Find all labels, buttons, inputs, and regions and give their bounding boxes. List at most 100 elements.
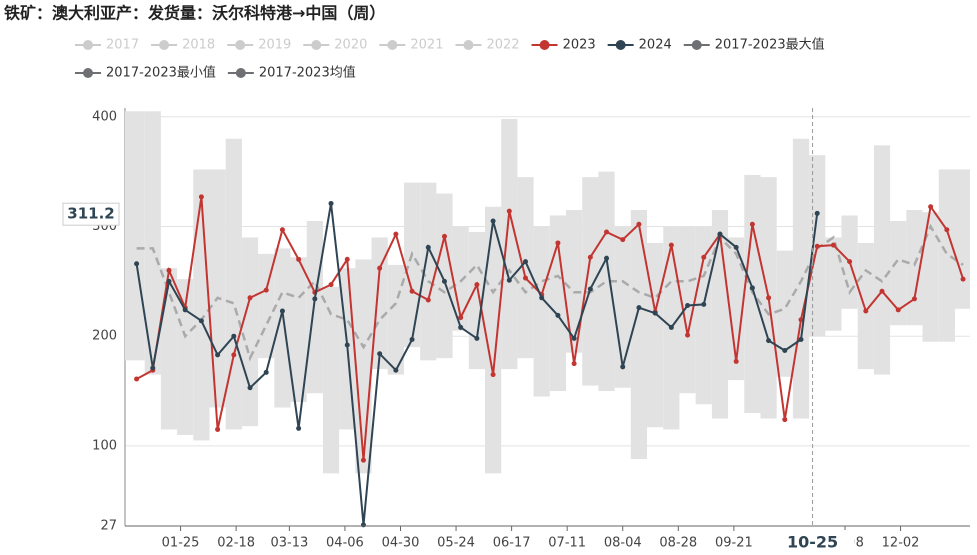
legend-item[interactable]: 2017-2023最小值: [75, 65, 216, 81]
data-point: [944, 227, 950, 233]
range-band: [517, 177, 534, 359]
x-tick-label: 07-11: [548, 536, 586, 551]
legend-item[interactable]: 2018: [151, 38, 215, 53]
data-point: [830, 242, 836, 248]
data-point: [134, 376, 140, 382]
range-band: [890, 221, 907, 326]
legend-item[interactable]: 2024: [607, 38, 672, 53]
legend-item[interactable]: 2020: [303, 38, 367, 53]
data-point: [587, 286, 593, 292]
data-point: [279, 227, 285, 233]
data-point: [377, 265, 383, 271]
mean-line: [136, 223, 964, 362]
range-band: [857, 242, 874, 370]
legend-item[interactable]: 2021: [379, 38, 443, 53]
x-tick-label: 09-21: [715, 536, 753, 551]
legend-item[interactable]: 2022: [455, 38, 520, 53]
data-point: [571, 361, 577, 367]
range-band: [420, 182, 437, 361]
range-band: [355, 259, 372, 474]
x-tick-label: 04-06: [326, 536, 364, 551]
data-point: [458, 324, 464, 330]
data-point: [604, 255, 610, 261]
data-point: [701, 254, 707, 260]
legend-icon: [387, 40, 398, 50]
legend-item[interactable]: 2017: [75, 38, 139, 53]
data-point: [296, 425, 302, 431]
data-point: [393, 231, 399, 237]
legend-label: 2021: [410, 38, 443, 53]
legend-item[interactable]: 2019: [227, 38, 291, 53]
data-point: [344, 256, 350, 262]
data-point: [377, 351, 383, 357]
range-band: [566, 210, 583, 353]
data-point: [344, 342, 350, 348]
data-point: [296, 256, 302, 262]
range-band: [679, 226, 696, 394]
range-band: [403, 182, 421, 348]
range-band: [274, 248, 291, 408]
x-tick-label: 03-13: [270, 536, 308, 551]
data-point: [474, 335, 480, 341]
range-band: [582, 177, 599, 386]
y-tick-label: 200: [92, 329, 117, 344]
legend-label: 2020: [334, 38, 367, 53]
data-point: [798, 336, 804, 342]
x-tick-label: 05-24: [437, 536, 475, 551]
data-point: [814, 210, 820, 216]
legend-item[interactable]: 2017-2023最大值: [683, 37, 825, 53]
data-point: [555, 240, 561, 246]
range-band: [306, 221, 323, 394]
legend-item[interactable]: 2023: [531, 38, 596, 53]
data-point: [247, 385, 253, 391]
chart-title: 铁矿：澳大利亚产：发货量：沃尔科特港→中国（周）: [4, 4, 385, 23]
pointer-x-box: [770, 530, 855, 555]
data-point: [571, 335, 577, 341]
data-point: [895, 307, 901, 313]
data-point: [215, 352, 221, 358]
data-point: [134, 261, 140, 267]
range-band: [825, 237, 842, 331]
range-band: [241, 237, 259, 427]
legend-icon: [83, 68, 93, 78]
x-tick-label: 06-17: [493, 536, 531, 551]
range-band: [776, 250, 793, 377]
data-point: [685, 302, 691, 308]
data-point: [668, 324, 674, 330]
data-point: [847, 259, 853, 265]
data-point: [733, 358, 739, 364]
range-band: [549, 215, 567, 392]
data-point: [620, 237, 626, 243]
data-point: [328, 282, 334, 288]
data-point: [360, 457, 366, 463]
legend-item[interactable]: 2017-2023均值: [227, 65, 356, 81]
data-point: [766, 295, 772, 301]
data-point: [879, 288, 885, 294]
data-point: [620, 364, 626, 370]
data-point: [782, 347, 788, 353]
data-point: [312, 296, 318, 302]
x-tick-label: 02-18: [217, 536, 255, 551]
legend-label: 2023: [563, 38, 596, 53]
range-band: [906, 210, 923, 326]
data-point: [263, 287, 269, 293]
range-band: [209, 169, 226, 408]
data-point: [668, 242, 674, 248]
data-point: [814, 243, 820, 249]
data-point: [766, 338, 772, 344]
data-point: [166, 278, 172, 284]
y-tick-label: 27: [100, 519, 117, 534]
range-band: [225, 138, 242, 430]
range-band: [125, 111, 145, 361]
range-band: [436, 193, 453, 359]
range-band: [484, 206, 502, 474]
range-band: [533, 226, 550, 397]
pointer-x-label: 10-25: [787, 533, 838, 552]
data-point: [150, 365, 156, 371]
data-point: [733, 244, 739, 250]
range-band: [193, 169, 210, 441]
data-point: [798, 317, 804, 323]
legend-label: 2017-2023最小值: [106, 65, 216, 81]
data-point: [506, 208, 512, 214]
range-band: [922, 212, 939, 342]
